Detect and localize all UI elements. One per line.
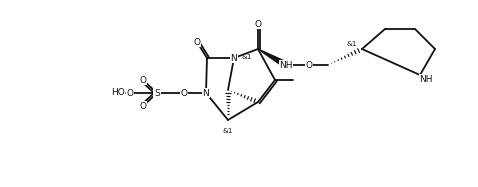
Text: N: N	[230, 53, 238, 62]
Text: HO: HO	[111, 88, 125, 96]
Text: &1: &1	[347, 41, 357, 47]
Text: NH: NH	[419, 74, 433, 84]
Text: O: O	[140, 76, 146, 85]
Polygon shape	[258, 49, 287, 68]
Text: O: O	[305, 61, 313, 70]
Text: O: O	[254, 19, 261, 28]
Text: NH: NH	[279, 61, 293, 70]
Text: N: N	[203, 88, 209, 97]
Text: &1: &1	[223, 128, 233, 134]
Text: O: O	[127, 88, 133, 97]
Text: S: S	[154, 88, 160, 97]
Text: &1: &1	[242, 54, 252, 60]
Text: O: O	[140, 102, 146, 111]
Text: O: O	[181, 88, 187, 97]
Text: O: O	[194, 38, 200, 47]
